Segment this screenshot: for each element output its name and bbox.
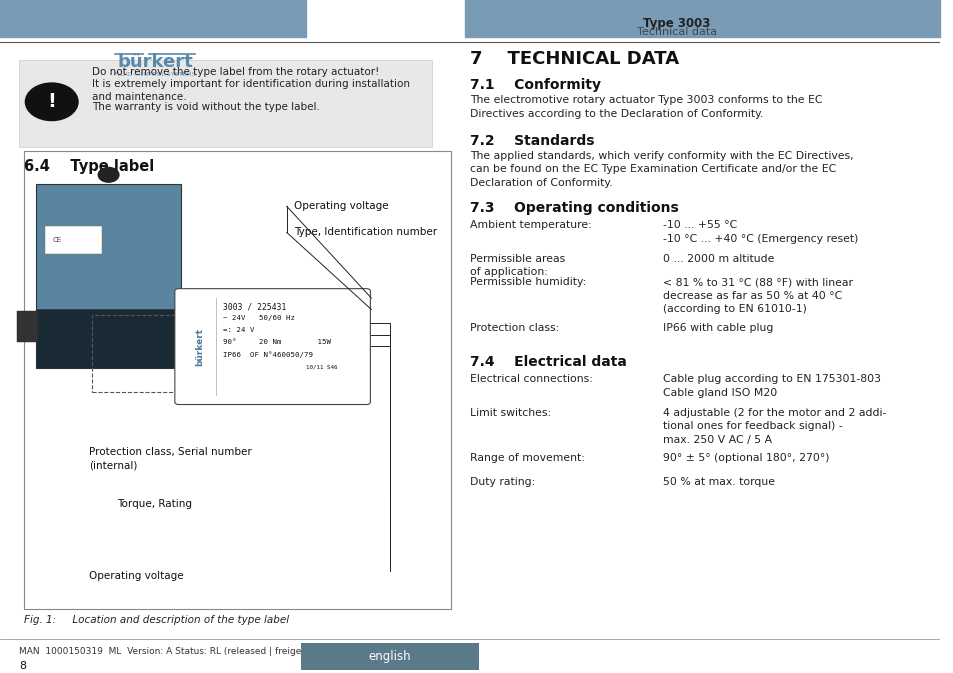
Text: Fig. 1:     Location and description of the type label: Fig. 1: Location and description of the …: [24, 615, 289, 625]
Text: 7.2    Standards: 7.2 Standards: [470, 134, 594, 148]
Text: Operating voltage: Operating voltage: [90, 571, 184, 581]
Bar: [45, 226, 101, 254]
Text: 8: 8: [19, 661, 26, 671]
Text: 90° ± 5° (optional 180°, 270°): 90° ± 5° (optional 180°, 270°): [662, 454, 828, 464]
Text: Permissible areas
of application:: Permissible areas of application:: [470, 254, 565, 277]
Text: Protection class, Serial number
(internal): Protection class, Serial number (interna…: [90, 448, 252, 470]
Text: Permissible humidity:: Permissible humidity:: [470, 277, 586, 287]
Text: It is extremely important for identification during installation
and maintenance: It is extremely important for identifica…: [92, 79, 410, 102]
Text: Operating voltage: Operating voltage: [294, 201, 389, 211]
Text: MAN  1000150319  ML  Version: A Status: RL (released | freigegeben)  printed: 23: MAN 1000150319 ML Version: A Status: RL …: [19, 647, 429, 656]
Text: Protection class:: Protection class:: [470, 323, 558, 333]
Circle shape: [26, 83, 78, 120]
Text: bürkert: bürkert: [194, 328, 204, 365]
Text: Do not remove the type label from the rotary actuator!: Do not remove the type label from the ro…: [92, 67, 379, 77]
Text: < 81 % to 31 °C (88 °F) with linear
decrease as far as 50 % at 40 °C
(according : < 81 % to 31 °C (88 °F) with linear decr…: [662, 277, 852, 314]
Text: english: english: [369, 650, 411, 663]
Text: Technical data: Technical data: [636, 27, 716, 37]
Bar: [0, 0, 305, 37]
Text: The warranty is void without the type label.: The warranty is void without the type la…: [92, 102, 319, 112]
Text: 4 adjustable (2 for the motor and 2 addi-
tional ones for feedback signal) -
max: 4 adjustable (2 for the motor and 2 addi…: [662, 408, 885, 445]
Bar: [300, 643, 479, 670]
FancyBboxPatch shape: [174, 289, 370, 404]
Text: 0 ... 2000 m altitude: 0 ... 2000 m altitude: [662, 254, 773, 264]
Bar: [92, 315, 210, 392]
Text: !: !: [48, 92, 56, 111]
Bar: [35, 184, 181, 368]
Bar: [35, 310, 181, 368]
Text: Torque, Rating: Torque, Rating: [117, 499, 193, 509]
Text: 90°     20 Nm        15W: 90° 20 Nm 15W: [223, 339, 331, 345]
Text: 50 % at max. torque: 50 % at max. torque: [662, 477, 774, 487]
Text: =: 24 V: =: 24 V: [223, 327, 254, 333]
Bar: [19, 61, 432, 147]
Text: bürkert: bürkert: [117, 53, 193, 71]
Text: 3003 / 225431: 3003 / 225431: [223, 303, 286, 312]
Text: Ambient temperature:: Ambient temperature:: [470, 220, 591, 230]
Bar: [17, 312, 37, 342]
Text: 7    TECHNICAL DATA: 7 TECHNICAL DATA: [470, 50, 679, 68]
Text: The electromotive rotary actuator Type 3003 conforms to the EC
Directives accord: The electromotive rotary actuator Type 3…: [470, 95, 821, 118]
Bar: [465, 0, 939, 37]
Text: CE: CE: [52, 238, 62, 244]
Text: Range of movement:: Range of movement:: [470, 454, 584, 464]
Text: 7.4    Electrical data: 7.4 Electrical data: [470, 355, 626, 369]
Text: Electrical connections:: Electrical connections:: [470, 374, 592, 384]
Text: FLUID CONTROL SYSTEMS: FLUID CONTROL SYSTEMS: [114, 72, 195, 77]
Text: 10/11 S46: 10/11 S46: [305, 364, 336, 369]
Text: 7.3    Operating conditions: 7.3 Operating conditions: [470, 201, 679, 215]
Bar: [24, 151, 451, 610]
Text: IP66 with cable plug: IP66 with cable plug: [662, 323, 772, 333]
Text: -10 ... +55 °C
-10 °C ... +40 °C (Emergency reset): -10 ... +55 °C -10 °C ... +40 °C (Emerge…: [662, 220, 857, 244]
Text: Limit switches:: Limit switches:: [470, 408, 551, 418]
Text: ~ 24V   50/60 Hz: ~ 24V 50/60 Hz: [223, 315, 294, 321]
Text: 7.1    Conformity: 7.1 Conformity: [470, 78, 600, 92]
Text: Duty rating:: Duty rating:: [470, 477, 535, 487]
Text: Type 3003: Type 3003: [642, 17, 710, 30]
Text: 6.4    Type label: 6.4 Type label: [24, 160, 153, 174]
Text: Type, Identification number: Type, Identification number: [294, 227, 436, 238]
Text: IP66  OF N°460050/79: IP66 OF N°460050/79: [223, 351, 313, 357]
Text: Cable plug according to EN 175301-803
Cable gland ISO M20: Cable plug according to EN 175301-803 Ca…: [662, 374, 880, 398]
Circle shape: [98, 168, 119, 182]
Text: The applied standards, which verify conformity with the EC Directives,
can be fo: The applied standards, which verify conf…: [470, 151, 853, 188]
